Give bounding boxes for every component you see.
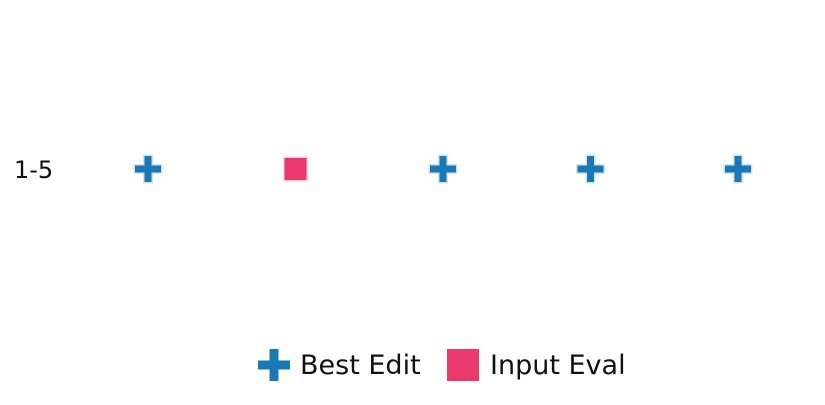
legend-plus-icon	[258, 349, 290, 381]
best-edit-marker	[133, 154, 163, 184]
input-eval-marker	[283, 156, 308, 182]
best-edit-marker	[723, 154, 753, 184]
row-label: 1-5	[14, 156, 53, 184]
legend-item: Best Edit	[258, 349, 421, 381]
plot-area: 1-5	[14, 154, 753, 184]
legend-label: Best Edit	[300, 350, 421, 381]
legend: Best Edit Input Eval	[258, 349, 626, 381]
legend-label: Input Eval	[490, 350, 626, 381]
legend-square-icon	[447, 349, 479, 381]
best-edit-marker	[428, 154, 458, 184]
best-edit-marker	[576, 154, 605, 184]
legend-item: Input Eval	[447, 349, 626, 381]
